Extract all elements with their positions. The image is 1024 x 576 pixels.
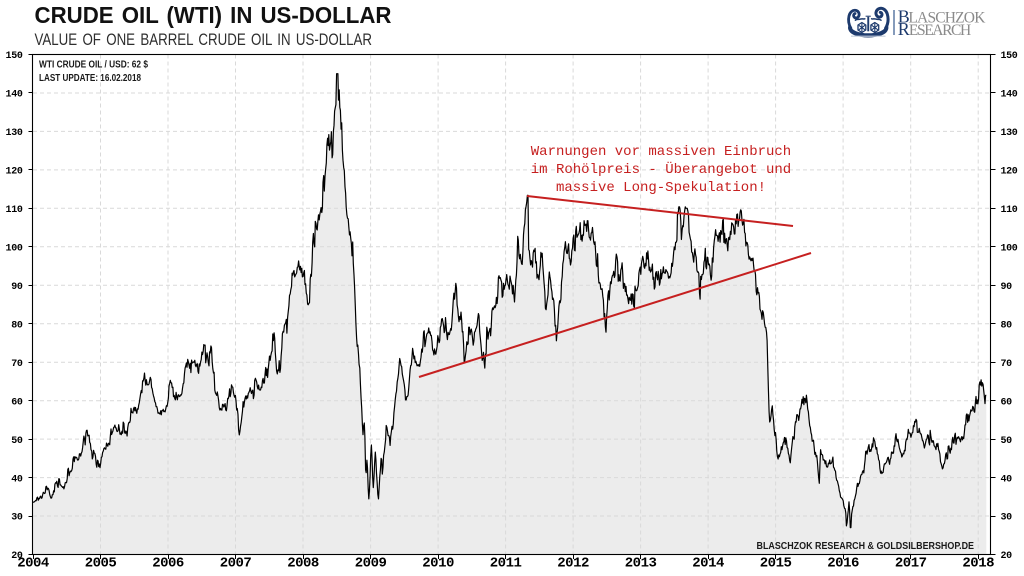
- svg-text:30: 30: [1001, 513, 1013, 524]
- svg-text:40: 40: [11, 474, 23, 485]
- svg-text:ESEARCH: ESEARCH: [909, 22, 971, 39]
- svg-text:B: B: [898, 6, 910, 26]
- svg-text:2014: 2014: [692, 556, 724, 572]
- svg-text:140: 140: [6, 90, 23, 101]
- svg-text:100: 100: [1001, 244, 1018, 255]
- svg-text:90: 90: [1001, 282, 1013, 293]
- svg-text:2018: 2018: [962, 556, 994, 572]
- svg-text:150: 150: [1001, 51, 1018, 62]
- svg-text:2006: 2006: [152, 556, 184, 572]
- svg-text:110: 110: [6, 205, 23, 216]
- svg-text:80: 80: [1001, 320, 1013, 331]
- svg-text:80: 80: [11, 320, 23, 331]
- svg-text:2010: 2010: [422, 556, 454, 572]
- svg-text:2008: 2008: [287, 556, 319, 572]
- svg-text:30: 30: [11, 513, 23, 524]
- svg-text:70: 70: [1001, 359, 1013, 370]
- svg-text:R: R: [898, 19, 910, 39]
- svg-text:70: 70: [11, 359, 23, 370]
- svg-text:130: 130: [6, 128, 23, 139]
- svg-text:2011: 2011: [490, 556, 522, 572]
- svg-text:2012: 2012: [557, 556, 589, 572]
- svg-text:120: 120: [6, 167, 23, 178]
- svg-text:60: 60: [1001, 397, 1013, 408]
- svg-text:50: 50: [11, 436, 23, 447]
- svg-text:massive Long-Spekulation!: massive Long-Spekulation!: [556, 180, 766, 196]
- svg-text:60: 60: [11, 397, 23, 408]
- svg-text:CRUDE OIL (WTI) IN US-DOLLAR: CRUDE OIL (WTI) IN US-DOLLAR: [35, 2, 392, 28]
- svg-text:2004: 2004: [17, 556, 49, 572]
- svg-text:20: 20: [11, 551, 23, 562]
- svg-text:im Rohölpreis - Überangebot un: im Rohölpreis - Überangebot und: [531, 160, 791, 178]
- svg-text:40: 40: [1001, 474, 1013, 485]
- svg-text:100: 100: [6, 244, 23, 255]
- svg-text:2015: 2015: [760, 556, 792, 572]
- svg-text:120: 120: [1001, 167, 1018, 178]
- svg-text:2017: 2017: [895, 556, 927, 572]
- svg-text:2016: 2016: [827, 556, 859, 572]
- svg-text:130: 130: [1001, 128, 1018, 139]
- svg-text:140: 140: [1001, 90, 1018, 101]
- svg-text:VALUE OF ONE BARREL CRUDE OIL: VALUE OF ONE BARREL CRUDE OIL IN US-DOLL…: [35, 31, 373, 49]
- svg-text:110: 110: [1001, 205, 1018, 216]
- svg-text:2009: 2009: [355, 556, 387, 572]
- svg-text:20: 20: [1001, 551, 1013, 562]
- svg-text:2007: 2007: [220, 556, 252, 572]
- svg-text:LASCHZOK: LASCHZOK: [908, 9, 986, 26]
- svg-text:50: 50: [1001, 436, 1013, 447]
- svg-text:Warnungen vor massiven Einbruc: Warnungen vor massiven Einbruch: [531, 144, 791, 160]
- svg-text:150: 150: [6, 51, 23, 62]
- svg-text:90: 90: [11, 282, 23, 293]
- svg-text:BLASCHZOK RESEARCH & GOLDSILBE: BLASCHZOK RESEARCH & GOLDSILBERSHOP.DE: [757, 541, 975, 552]
- svg-text:2005: 2005: [85, 556, 117, 572]
- svg-text:WTI CRUDE OIL / USD: 62 $: WTI CRUDE OIL / USD: 62 $: [39, 58, 148, 70]
- svg-text:LAST UPDATE: 16.02.2018: LAST UPDATE: 16.02.2018: [39, 72, 141, 84]
- svg-text:2013: 2013: [625, 556, 657, 572]
